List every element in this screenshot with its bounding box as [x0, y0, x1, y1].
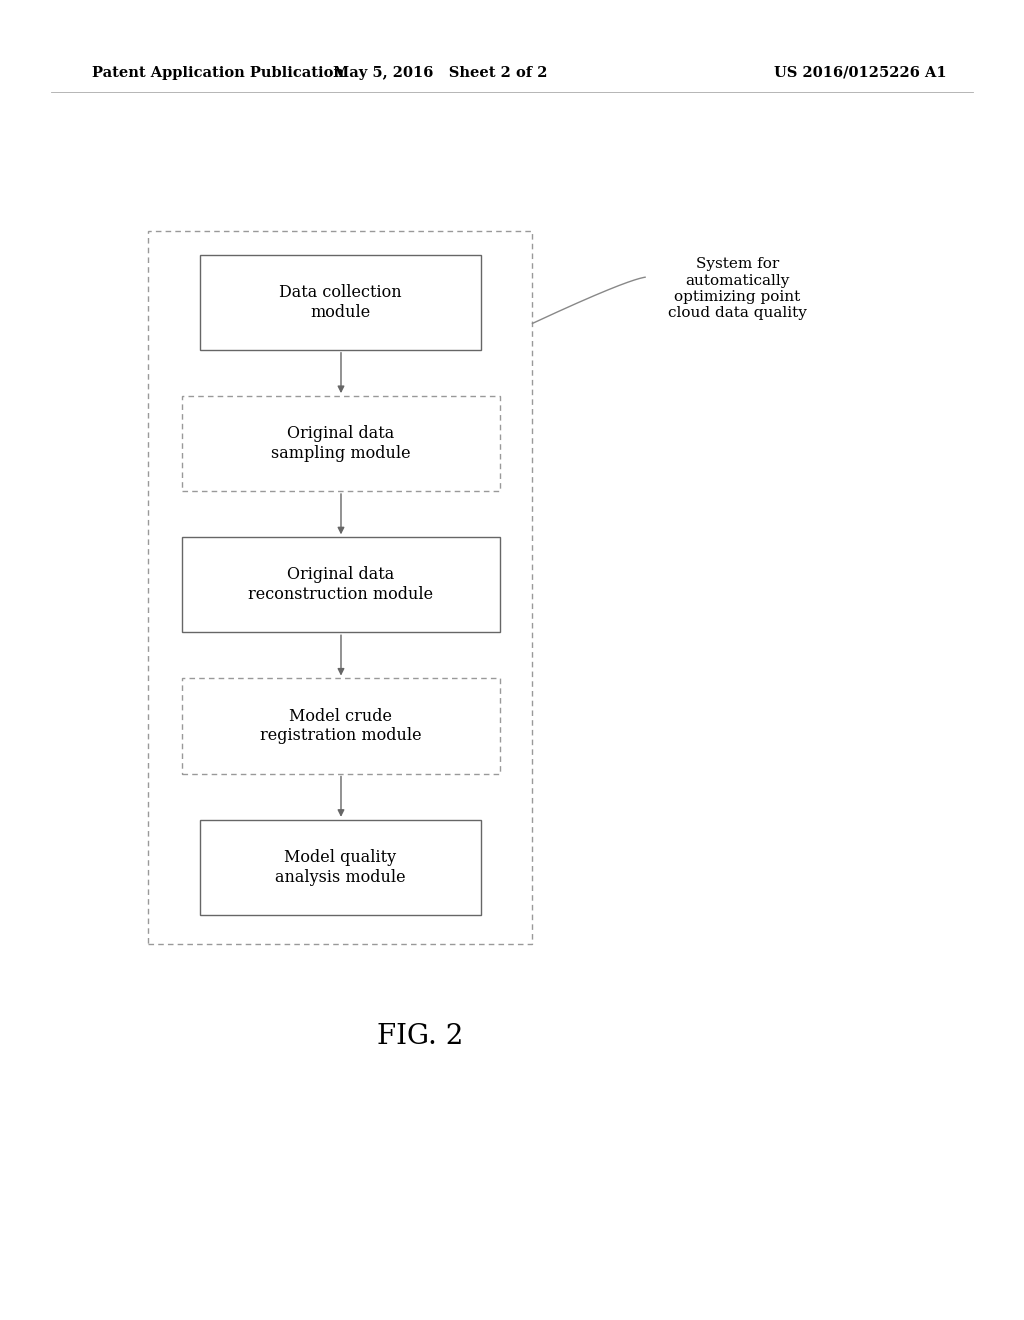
Text: Original data
sampling module: Original data sampling module	[271, 425, 411, 462]
Text: System for
automatically
optimizing point
cloud data quality: System for automatically optimizing poin…	[668, 257, 807, 319]
Text: US 2016/0125226 A1: US 2016/0125226 A1	[774, 66, 946, 79]
Bar	[200, 820, 481, 915]
Text: Data collection
module: Data collection module	[280, 284, 401, 321]
Bar	[182, 678, 500, 774]
Bar	[148, 231, 532, 944]
Text: FIG. 2: FIG. 2	[377, 1023, 463, 1049]
Bar	[182, 396, 500, 491]
Bar	[182, 537, 500, 632]
Text: Model crude
registration module: Model crude registration module	[260, 708, 422, 744]
Bar	[200, 255, 481, 350]
Text: Model quality
analysis module: Model quality analysis module	[275, 849, 406, 886]
Text: May 5, 2016   Sheet 2 of 2: May 5, 2016 Sheet 2 of 2	[333, 66, 548, 79]
Text: Patent Application Publication: Patent Application Publication	[92, 66, 344, 79]
Text: Original data
reconstruction module: Original data reconstruction module	[249, 566, 433, 603]
